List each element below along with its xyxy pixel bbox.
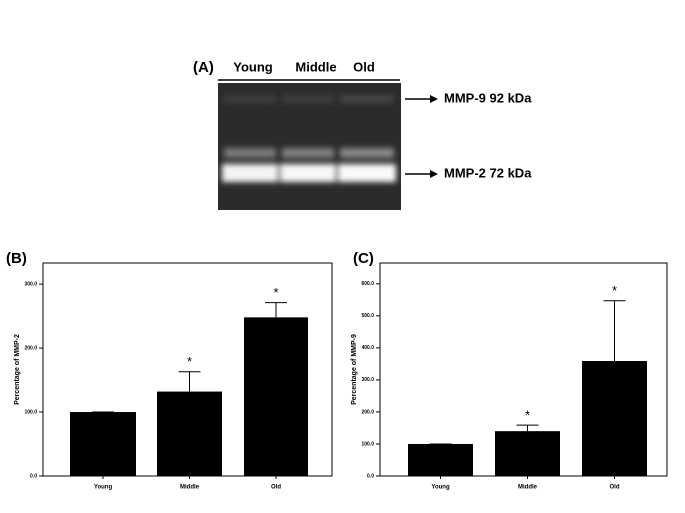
gel-image (218, 83, 401, 210)
bar (70, 412, 136, 476)
significance-mark: * (273, 285, 278, 300)
panel-label: (B) (6, 250, 27, 267)
y-tick-label: 0.0 (30, 473, 37, 479)
bar (495, 431, 560, 476)
gel-panel: (A) Young Middle Old MMP-9 92 kDa MMP-2 … (193, 59, 532, 210)
significance-mark: * (612, 283, 617, 298)
y-tick-label: 400.0 (361, 345, 374, 351)
lane-label: Young (233, 59, 273, 74)
y-tick-label: 200.0 (361, 409, 374, 415)
arrow-head (430, 170, 438, 178)
y-axis-label: Percentage of MMP-2 (14, 334, 21, 405)
bar-chart: (B) Percentage of MMP-2 0.0 100.0 200.0 300.0… (6, 250, 333, 491)
error-bar (603, 300, 626, 362)
error-bar (265, 302, 287, 318)
lane-label: Middle (295, 59, 336, 74)
y-axis-label: Percentage of MMP-9 (351, 334, 358, 405)
band-label: MMP-2 72 kDa (444, 165, 532, 180)
x-tick-label: Middle (518, 485, 538, 491)
y-tick-label: 100.0 (24, 409, 37, 415)
y-tick-label: 100.0 (361, 441, 374, 447)
arrow-head (430, 95, 438, 103)
error-bar (516, 424, 539, 432)
bar (244, 317, 308, 476)
y-tick-label: 200.0 (24, 345, 37, 351)
gel-bands (222, 95, 396, 182)
significance-mark: * (525, 408, 530, 423)
significance-mark: * (187, 354, 192, 369)
x-tick-label: Young (94, 485, 113, 491)
panel-label: (C) (353, 250, 374, 267)
x-tick-label: Old (610, 485, 620, 491)
bar (157, 391, 222, 476)
band-label: MMP-9 92 kDa (444, 90, 532, 105)
panel-label: (A) (193, 59, 214, 76)
bar-chart: (C) Percentage of MMP-9 0.0 100.0 200.0 300.0… (351, 250, 668, 491)
y-tick-label: 300.0 (361, 377, 374, 383)
x-tick-label: Middle (180, 485, 200, 491)
y-tick-label: 300.0 (24, 281, 37, 287)
bar (408, 443, 473, 476)
bar (582, 361, 647, 476)
error-bar (178, 371, 201, 392)
lane-label: Old (353, 59, 375, 74)
y-tick-label: 500.0 (361, 313, 374, 319)
x-tick-label: Young (431, 485, 450, 491)
x-tick-label: Old (271, 485, 281, 491)
y-tick-label: 600.0 (361, 281, 374, 287)
y-tick-label: 0.0 (367, 473, 374, 479)
